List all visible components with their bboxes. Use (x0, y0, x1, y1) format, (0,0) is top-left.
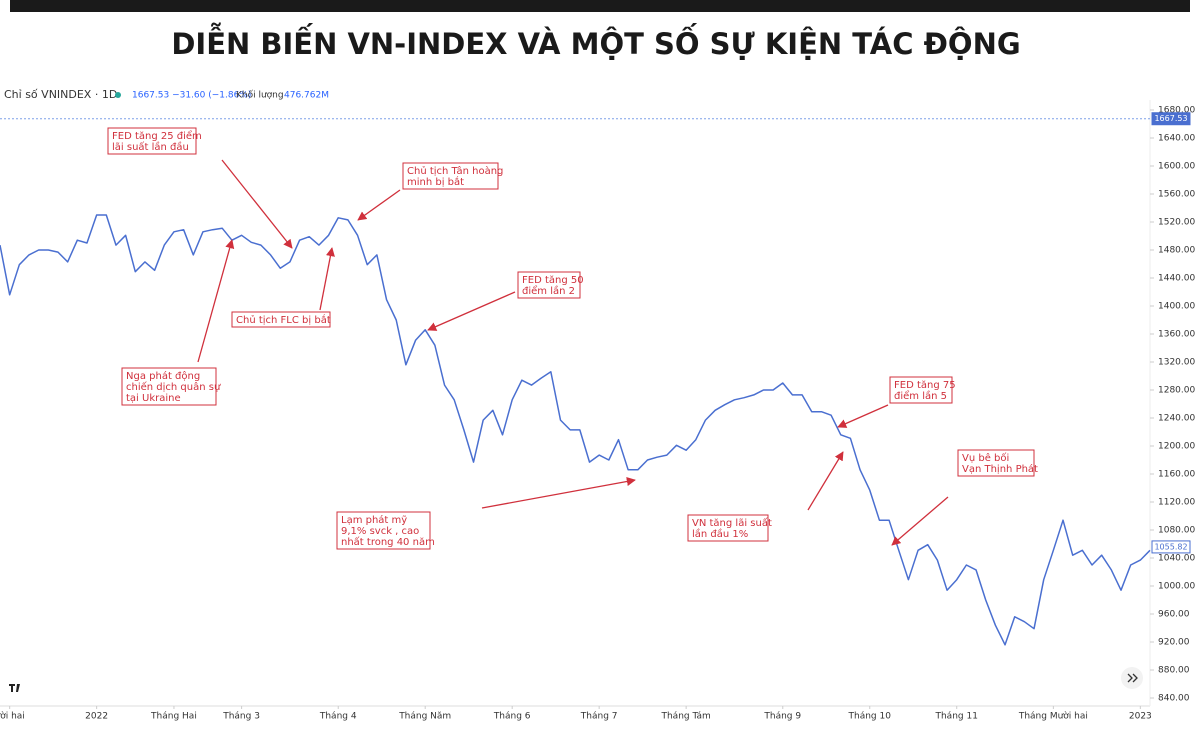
annotation-box (402, 162, 499, 190)
y-tick-label: 1320.00 (1158, 358, 1195, 368)
price-line-series (0, 214, 1151, 646)
top-bar (10, 0, 1190, 12)
y-tick-label: 1280.00 (1158, 386, 1195, 396)
annotation-box (336, 511, 431, 550)
annotation-text: điểm lần 2 (522, 284, 575, 297)
y-tick-label: 1080.00 (1158, 526, 1195, 536)
x-tick-label: Tháng 7 (580, 712, 618, 722)
annotation-text: điểm lần 5 (894, 389, 947, 402)
annotation-text: tại Ukraine (126, 393, 181, 404)
status-dot (115, 92, 121, 98)
x-tick-label: Tháng 9 (763, 712, 801, 722)
y-tick-label: 1040.00 (1158, 554, 1195, 564)
annotation-text: lần đầu 1% (692, 528, 748, 540)
annotation-text: Vạn Thịnh Phát (962, 463, 1038, 475)
annotation-arrow (221, 159, 293, 249)
annotation-box (107, 127, 197, 155)
volume-label: Khối lượng (236, 90, 284, 101)
volume: 476.762M (284, 91, 329, 101)
x-tick-label: Tháng 6 (493, 712, 531, 722)
y-tick-label: 1600.00 (1158, 162, 1195, 172)
annotation-text: chiến dịch quân sự (126, 381, 221, 393)
annotation: Chủ tịch FLC bị bắt (231, 247, 335, 328)
y-tick-label: 960.00 (1158, 610, 1190, 620)
y-tick-label: 1200.00 (1158, 442, 1195, 452)
quote: 1667.53 −31.60 (−1.86%) (132, 91, 251, 101)
x-tick-label: 2023 (1129, 712, 1152, 722)
y-tick-label: 1640.00 (1158, 134, 1195, 144)
annotation-text: Lạm phát mỹ (341, 514, 407, 526)
x-tick-label: Tháng Tám (660, 712, 710, 722)
annotation-text: lãi suất lần đầu (112, 141, 189, 153)
annotation-box (121, 367, 217, 406)
y-tick-label: 1680.00 (1158, 106, 1195, 116)
x-tick-label: ười hai (0, 711, 25, 722)
scroll-button[interactable] (1121, 667, 1143, 689)
x-tick-label: Tháng 4 (319, 712, 357, 722)
y-tick-label: 1440.00 (1158, 274, 1195, 284)
annotation-text: nhất trong 40 năm (341, 536, 435, 548)
annotation-text: 9,1% svck , cao (341, 526, 419, 537)
annotation-text: Vụ bê bối (962, 452, 1009, 464)
annotation-arrow (807, 451, 844, 511)
annotation-box (889, 376, 953, 404)
y-tick-label: 1360.00 (1158, 330, 1195, 340)
y-tick-label: 1560.00 (1158, 190, 1195, 200)
annotation-box (231, 311, 331, 328)
annotation-arrow (319, 247, 335, 311)
annotation-text: FED tăng 75 (894, 380, 956, 391)
annotation-box (517, 271, 581, 299)
chart-title: DIỄN BIẾN VN-INDEX VÀ MỘT SỐ SỰ KIỆN TÁC… (171, 23, 1020, 61)
y-tick-label: 1120.00 (1158, 498, 1195, 508)
annotation-arrow (481, 476, 636, 509)
annotation-text: FED tăng 25 điểm (112, 129, 202, 142)
x-tick-label: Tháng 10 (848, 712, 892, 722)
y-tick-label: 1480.00 (1158, 246, 1195, 256)
symbol: Chỉ số VNINDEX · 1D (4, 88, 117, 101)
annotation-arrow (197, 239, 235, 363)
x-tick-label: Tháng 3 (222, 712, 260, 722)
y-tick-label: 1000.00 (1158, 582, 1195, 592)
annotation-box (687, 514, 769, 542)
x-tick-label: Tháng 11 (934, 712, 977, 722)
x-tick-label: Tháng Hai (150, 712, 197, 722)
annotation-text: FED tăng 50 (522, 275, 584, 286)
annotation-box (957, 449, 1035, 477)
price-marker-box (1151, 540, 1191, 554)
y-tick-label: 1160.00 (1158, 470, 1195, 480)
x-tick-label: 2022 (85, 712, 108, 722)
price-marker-label: 1055.82 (1154, 542, 1187, 551)
price-marker-box (1151, 112, 1191, 126)
y-tick-label: 1240.00 (1158, 414, 1195, 424)
tv-logo (9, 684, 20, 692)
y-tick-label: 1520.00 (1158, 218, 1195, 228)
y-tick-label: 920.00 (1158, 638, 1190, 648)
annotation-arrow (837, 404, 889, 428)
annotation-text: Chủ tịch Tân hoàng (407, 165, 503, 177)
annotation-text: Nga phát động (126, 370, 200, 382)
y-tick-label: 880.00 (1158, 666, 1190, 676)
y-tick-label: 840.00 (1158, 694, 1190, 704)
x-tick-label: Tháng Mười hai (1018, 711, 1088, 722)
price-marker-label: 1667.53 (1154, 114, 1187, 123)
annotation-arrow (357, 189, 401, 221)
annotation-arrow (891, 496, 949, 546)
annotation-text: minh bị bắt (407, 175, 464, 188)
y-tick-label: 1400.00 (1158, 302, 1195, 312)
x-tick-label: Tháng Năm (398, 712, 451, 722)
annotation-text: VN tăng lãi suất (692, 517, 772, 529)
annotation-arrow (427, 291, 516, 331)
annotation-text: Chủ tịch FLC bị bắt (236, 313, 331, 326)
